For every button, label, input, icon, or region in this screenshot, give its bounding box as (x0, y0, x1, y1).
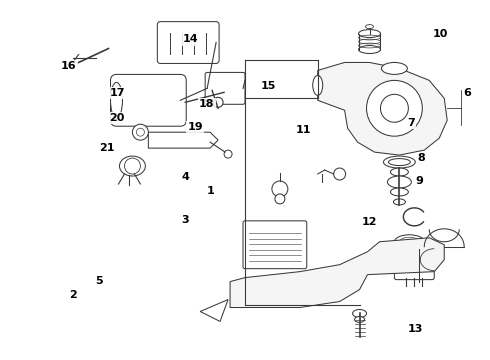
Text: 6: 6 (463, 88, 471, 98)
Text: 20: 20 (109, 113, 125, 123)
Circle shape (367, 80, 422, 136)
Ellipse shape (353, 310, 367, 318)
Text: 9: 9 (416, 176, 424, 186)
Ellipse shape (389, 159, 410, 166)
Circle shape (213, 97, 223, 107)
Ellipse shape (120, 156, 146, 176)
FancyBboxPatch shape (157, 22, 219, 63)
Circle shape (272, 181, 288, 197)
Text: 10: 10 (433, 29, 448, 39)
Circle shape (275, 194, 285, 204)
Ellipse shape (384, 156, 416, 168)
Ellipse shape (391, 188, 408, 196)
Text: 11: 11 (296, 125, 311, 135)
Circle shape (136, 128, 145, 136)
Ellipse shape (359, 30, 380, 37)
Circle shape (224, 150, 232, 158)
Text: 3: 3 (182, 215, 189, 225)
FancyBboxPatch shape (111, 75, 186, 126)
Text: 1: 1 (207, 186, 215, 196)
Text: 15: 15 (261, 81, 276, 91)
Text: 2: 2 (69, 291, 77, 301)
Text: 8: 8 (418, 153, 426, 163)
Ellipse shape (382, 62, 407, 75)
Polygon shape (230, 238, 444, 307)
FancyBboxPatch shape (205, 72, 245, 104)
Ellipse shape (111, 82, 122, 118)
Ellipse shape (313, 75, 323, 95)
Circle shape (124, 158, 141, 174)
Ellipse shape (359, 45, 380, 54)
Polygon shape (148, 132, 218, 148)
Ellipse shape (399, 237, 419, 246)
Ellipse shape (393, 199, 405, 205)
Text: 13: 13 (408, 324, 423, 334)
Text: 12: 12 (362, 217, 377, 227)
Text: 19: 19 (187, 122, 203, 132)
Ellipse shape (394, 235, 424, 249)
Circle shape (242, 289, 248, 294)
Text: 5: 5 (95, 276, 102, 286)
Circle shape (334, 168, 345, 180)
FancyBboxPatch shape (243, 221, 307, 269)
Text: 18: 18 (199, 99, 215, 109)
Circle shape (380, 94, 408, 122)
Circle shape (132, 124, 148, 140)
Text: 7: 7 (407, 118, 415, 128)
Polygon shape (200, 300, 228, 321)
Text: 21: 21 (99, 143, 115, 153)
Text: 14: 14 (182, 35, 198, 44)
Ellipse shape (366, 24, 373, 28)
Polygon shape (318, 62, 447, 155)
Ellipse shape (388, 176, 412, 188)
FancyBboxPatch shape (394, 256, 434, 280)
Circle shape (238, 285, 252, 298)
Ellipse shape (391, 168, 408, 176)
Ellipse shape (355, 316, 365, 323)
Text: 16: 16 (60, 61, 76, 71)
Text: 4: 4 (181, 172, 190, 182)
Text: 17: 17 (109, 88, 125, 98)
